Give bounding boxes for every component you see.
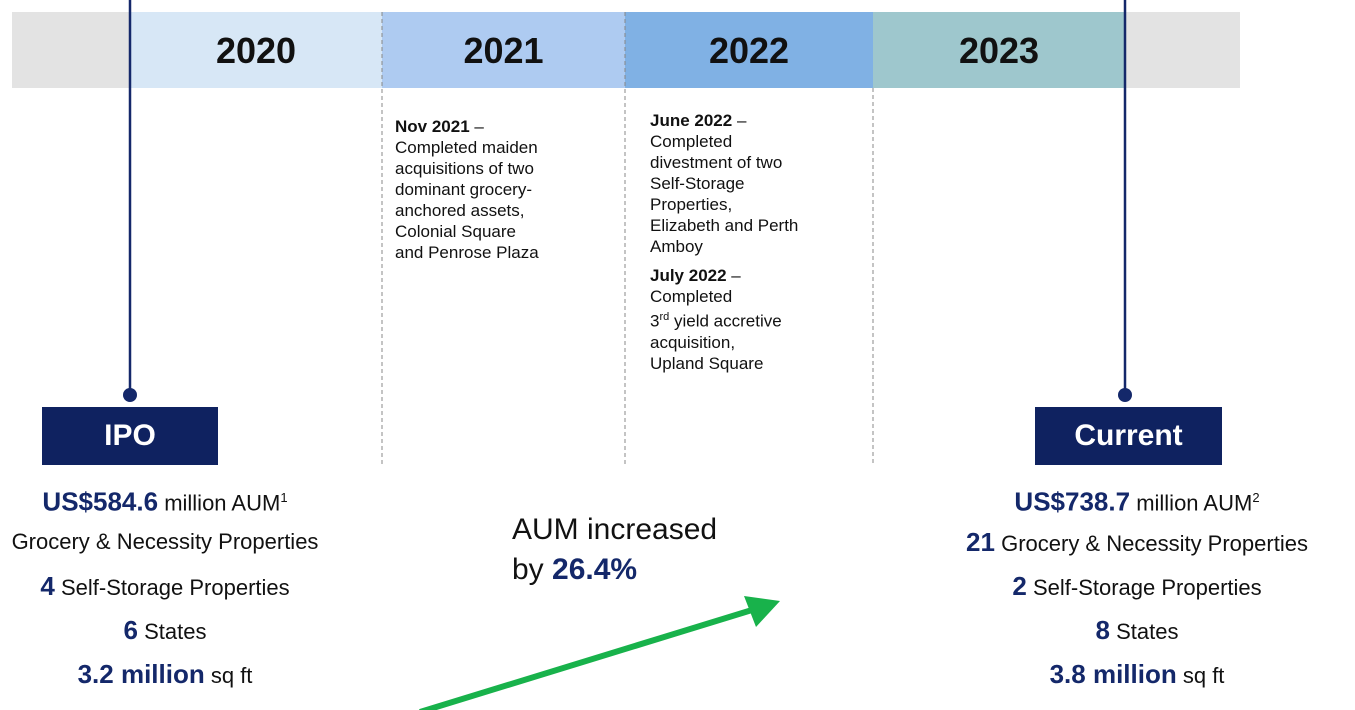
separator: – — [474, 117, 484, 136]
stat: 3.8 million sq ft — [787, 654, 1355, 698]
growth-arrow — [419, 607, 753, 710]
stat: 2 Self-Storage Properties — [787, 566, 1355, 610]
event-line: Completed — [650, 287, 733, 306]
stat-value: 3.8 million — [1049, 659, 1177, 689]
year: 2020 — [215, 30, 297, 71]
growth: AUM increased by 26.4% — [512, 510, 717, 590]
stat-value: 4 — [40, 571, 55, 601]
events-2022: June 2022 – Completed divestment of two Sel… — [650, 110, 798, 374]
stat-text: sq ft — [1176, 663, 1225, 688]
ipo-box: IPO — [42, 407, 218, 465]
events-2021: Nov 2021 – Completed maiden acquisitions o… — [395, 116, 539, 263]
stat-value: 21 — [966, 527, 995, 557]
event-line: Properties, — [650, 195, 733, 214]
year: 2022 — [708, 30, 790, 71]
stat-value: US$738.7 — [1014, 486, 1131, 517]
event-line: Completed maiden — [395, 138, 538, 157]
band-2020 — [130, 12, 382, 88]
stat-value: US$584.6 — [42, 486, 159, 517]
stat-value: 8 — [1095, 615, 1110, 645]
stat: US$738.7 million AUM2 — [787, 478, 1355, 522]
stat-text: Self-Storage Properties — [54, 575, 290, 600]
stat-text: Grocery & Necessity Properties — [994, 531, 1308, 556]
event-date: July 2022 — [650, 266, 727, 285]
band-2021 — [382, 12, 625, 88]
event-date: June 2022 — [650, 111, 733, 130]
event: July 2022 – Completed 3rd yield accretive a… — [650, 265, 798, 374]
stat: Grocery & Necessity Properties — [0, 522, 515, 566]
year: 2023 — [958, 30, 1040, 71]
band-2023 — [873, 12, 1125, 88]
event-line: anchored assets, — [395, 201, 525, 220]
event-head: Nov 2021 – — [395, 116, 539, 137]
event: Nov 2021 – Completed maiden acquisitions o… — [395, 116, 539, 263]
band-2022 — [625, 12, 873, 88]
event-line: Colonial Square — [395, 222, 516, 241]
dividers — [381, 12, 874, 465]
current-stats: US$738.7 million AUM2 21 Grocery & Necess… — [787, 478, 1355, 698]
event-line: Upland Square — [650, 353, 764, 373]
current-box: Current — [1035, 407, 1222, 465]
event-head: July 2022 – — [650, 265, 798, 286]
text: by — [512, 553, 553, 586]
event-head: June 2022 – — [650, 110, 798, 131]
event-line: and Penrose Plaza — [395, 243, 539, 262]
stat-text: States — [137, 619, 207, 644]
stat: 3.2 million sq ft — [0, 654, 515, 698]
event-line: Self-Storage — [650, 174, 745, 193]
stat: 8 States — [787, 610, 1355, 654]
stat-text: Self-Storage Properties — [1026, 575, 1262, 600]
event-line: acquisition, — [650, 332, 736, 352]
stat: 21 Grocery & Necessity Properties — [787, 522, 1355, 566]
event-line: acquisitions of two — [395, 159, 534, 178]
stat: 4 Self-Storage Properties — [0, 566, 515, 610]
event-line: divestment of two — [650, 153, 783, 172]
event-line: Completed — [650, 132, 733, 151]
stat-text: million AUM — [158, 490, 281, 516]
year: 2021 — [463, 30, 544, 71]
event: June 2022 – Completed divestment of two Sel… — [650, 110, 798, 257]
stat-value: 2 — [1012, 571, 1027, 601]
stat-value: 6 — [123, 615, 138, 645]
separator: – — [736, 111, 747, 130]
stat-value: 3.2 million — [77, 659, 205, 689]
ordinal-suffix: rd — [659, 311, 670, 323]
event-line: dominant grocery- — [395, 180, 533, 199]
event-line: 3rd yield accretive — [650, 307, 798, 332]
stat-text: States — [1109, 619, 1179, 644]
ipo-stats: US$584.6 million AUM1 Grocery & Necessity… — [0, 478, 515, 698]
stat-text: Grocery & Necessity Properties — [11, 529, 319, 554]
growth-line: by 26.4% — [512, 550, 717, 590]
ordinal: 3 — [650, 311, 660, 331]
stat: 6 States — [0, 610, 515, 654]
event-line: Amboy — [650, 237, 703, 256]
arrow-head — [744, 596, 780, 627]
stat-text: million AUM — [1130, 490, 1253, 516]
current-dot — [1118, 388, 1132, 402]
stat-text: sq ft — [204, 663, 253, 688]
text: yield accretive — [669, 311, 782, 331]
footnote: 2 — [1252, 490, 1260, 505]
value: 26.4% — [552, 553, 638, 586]
event-date: Nov 2021 — [395, 117, 470, 136]
ipo-dot — [123, 388, 137, 402]
stat: US$584.6 million AUM1 — [0, 478, 515, 522]
event-line: Elizabeth and Perth — [650, 216, 799, 235]
growth-line: AUM increased — [512, 513, 718, 546]
footnote: 1 — [280, 490, 288, 505]
separator: – — [731, 266, 741, 285]
